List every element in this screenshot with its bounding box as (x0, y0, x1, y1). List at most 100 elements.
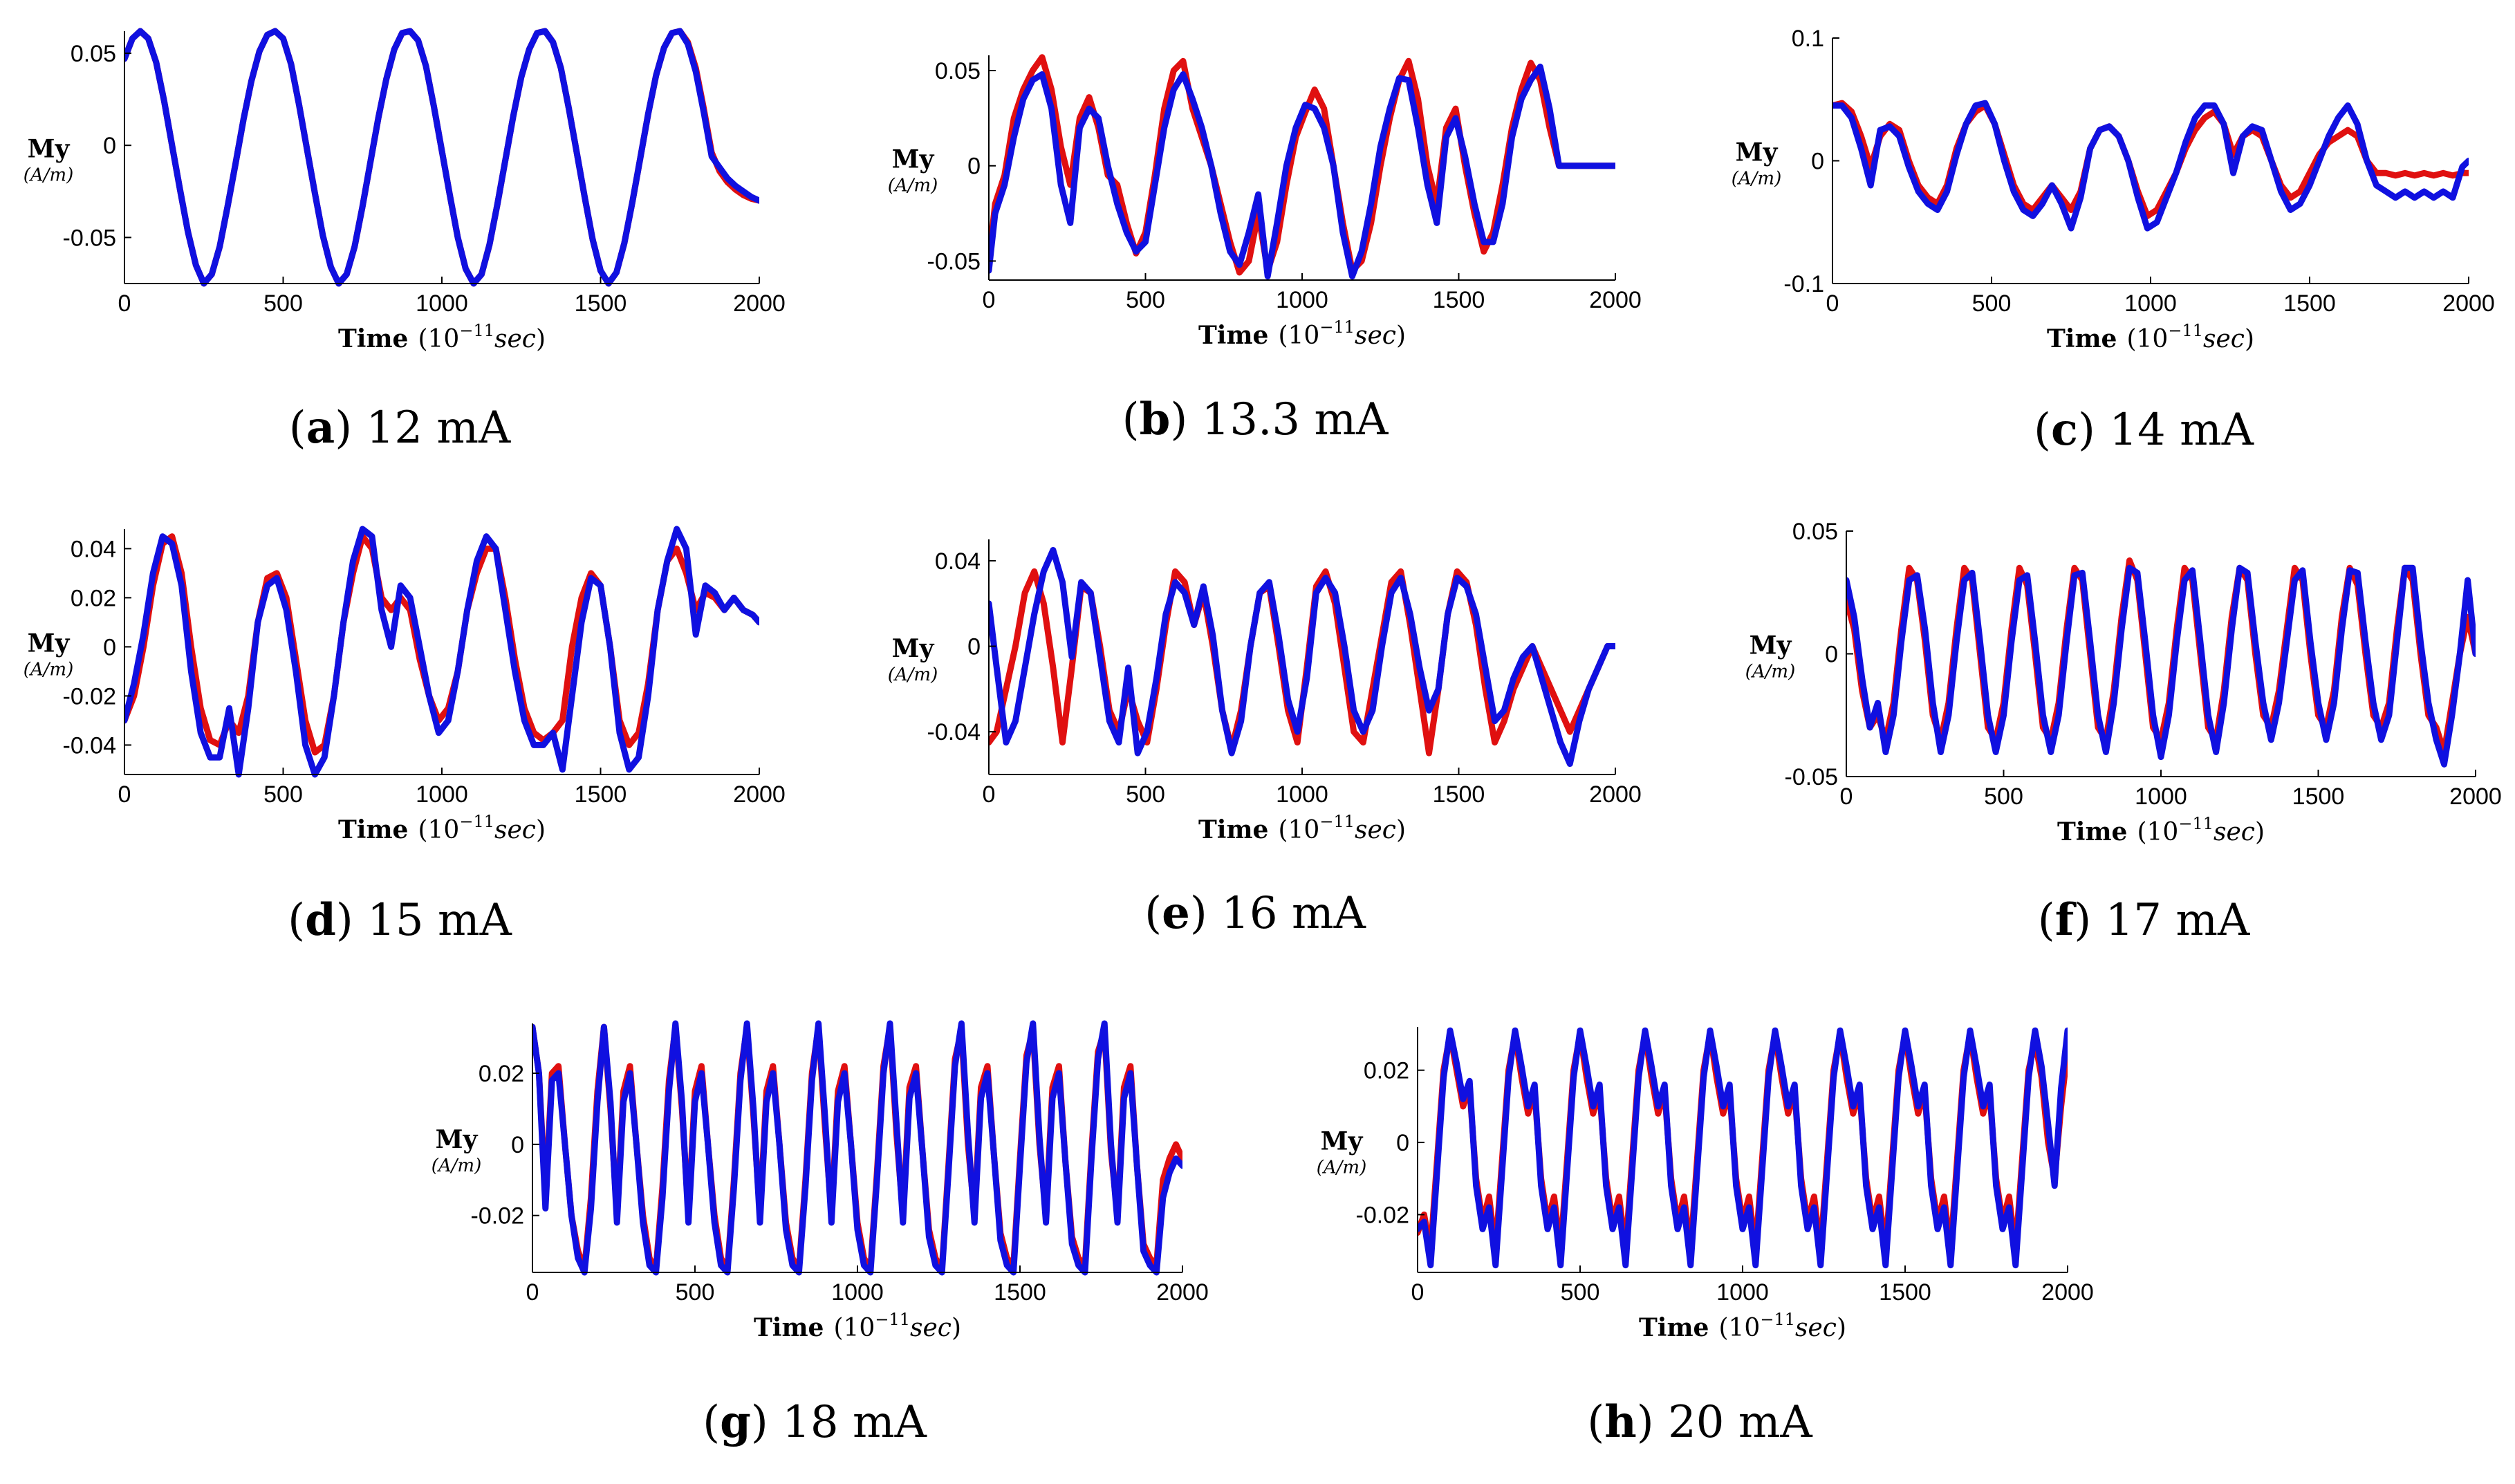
panel-d: 0 500 1000 1500 2000 -0.04 -0.02 0 0.02 0.04 My(A/… (24, 526, 786, 946)
series-line-blue (1846, 564, 2476, 768)
y-axis-label: My (28, 135, 71, 164)
x-tick-label: 0 (118, 781, 131, 808)
caption-open-paren: ( (1144, 888, 1162, 939)
x-axis-label: Time (10−11sec) (338, 812, 546, 844)
y-tick-label: 0.02 (71, 585, 116, 611)
caption-letter: b (1140, 393, 1171, 445)
y-tick-label: 0.02 (479, 1061, 524, 1087)
x-axis-unit-close: ) (1396, 816, 1406, 844)
y-axis-label: My (436, 1125, 479, 1154)
caption-text: 20 mA (1668, 1397, 1812, 1448)
y-tick-label: -0.05 (63, 225, 117, 251)
series-group (1846, 557, 2476, 768)
caption-text: 16 mA (1221, 888, 1366, 939)
series-group (989, 547, 1615, 767)
series-line-blue (1418, 1027, 2068, 1269)
x-axis-unit-var: sec (2203, 325, 2245, 353)
x-axis-unit-open: (10 (1278, 322, 1319, 350)
y-tick-label: 0.04 (71, 536, 116, 562)
y-axis-unit: (A/m) (1317, 1158, 1366, 1178)
y-axis-label: My (1321, 1127, 1364, 1156)
panel-caption: (g) 18 mA (703, 1396, 927, 1448)
x-tick-label: 2000 (1156, 1279, 1209, 1306)
x-tick-label: 500 (1972, 290, 2012, 317)
x-tick-label: 2000 (733, 290, 786, 317)
series-line-blue (989, 64, 1615, 279)
x-axis-unit-close: ) (1837, 1314, 1846, 1342)
caption-open-paren: ( (703, 1397, 720, 1448)
x-tick-label: 1000 (1276, 781, 1328, 808)
y-tick-label: 0.02 (1364, 1058, 1409, 1084)
x-tick-label: 1000 (416, 290, 468, 317)
y-tick-label: 0 (103, 133, 116, 159)
x-tick-label: 0 (1840, 783, 1853, 810)
x-axis-label-text: Time (2057, 817, 2127, 846)
x-axis-unit-var: sec (1355, 816, 1396, 844)
series-group (124, 526, 759, 778)
y-tick-label: -0.04 (927, 719, 981, 745)
x-tick-label: 2000 (1589, 781, 1642, 808)
y-tick-label: 0 (511, 1132, 524, 1158)
series-line-red (989, 54, 1615, 276)
x-tick-label: 1000 (831, 1279, 884, 1306)
x-tick-label: 1500 (2292, 783, 2345, 810)
caption-text: 18 mA (782, 1397, 927, 1448)
caption-close-paren: ) (2074, 895, 2105, 946)
x-axis-unit-close: ) (536, 325, 546, 353)
y-tick-label: 0 (967, 154, 981, 180)
panel-caption: (b) 13.3 mA (1122, 393, 1389, 445)
x-tick-label: 1500 (994, 1279, 1046, 1306)
caption-close-paren: ) (1637, 1397, 1668, 1448)
x-axis-unit-var: sec (910, 1314, 952, 1342)
y-axis-unit: (A/m) (1745, 662, 1795, 683)
y-axis-unit: (A/m) (24, 165, 73, 186)
x-axis-label-text: Time (754, 1313, 824, 1342)
y-axis-label: My (892, 634, 935, 663)
x-tick-label: 2000 (2449, 783, 2502, 810)
y-tick-label: -0.04 (63, 732, 117, 759)
x-tick-label: 500 (1126, 781, 1165, 808)
y-axis-label: My (892, 145, 935, 174)
y-axis-label: My (28, 629, 71, 658)
series-group (1418, 1027, 2068, 1269)
x-axis-unit-exponent: −11 (1319, 812, 1355, 831)
x-axis-label-text: Time (2047, 324, 2117, 353)
caption-letter: c (2051, 404, 2078, 456)
panel-a: 0 500 1000 1500 2000 -0.05 0 0.05 My(A/m) Time (10… (24, 28, 786, 454)
caption-letter: a (306, 402, 335, 454)
y-tick-label: 0.05 (935, 58, 981, 84)
x-axis-unit-exponent: −11 (459, 812, 494, 831)
y-tick-label: 0 (1825, 642, 1838, 668)
x-tick-label: 500 (263, 781, 303, 808)
x-tick-label: 1000 (2135, 783, 2187, 810)
series-line-blue (1832, 100, 2469, 232)
caption-text: 12 mA (366, 402, 511, 454)
caption-letter: d (305, 894, 336, 946)
x-tick-label: 1000 (1716, 1279, 1769, 1306)
panel-e: 0 500 1000 1500 2000 -0.04 0 0.04 My(A/m) Time (10… (888, 539, 1642, 939)
y-tick-label: -0.02 (1356, 1202, 1410, 1228)
caption-close-paren: ) (335, 402, 366, 454)
panel-c: 0 500 1000 1500 2000-0.100.1My(A/m)Time (10−1… (1732, 26, 2495, 456)
series-line-blue (124, 28, 759, 287)
x-tick-label: 0 (118, 290, 131, 317)
x-axis-label: Time (10−11sec) (1198, 812, 1406, 844)
series-group (1832, 100, 2469, 232)
x-axis-unit-open: (10 (2137, 818, 2178, 846)
x-axis-label: Time (10−11sec) (2057, 814, 2265, 846)
y-tick-label: 0.04 (935, 548, 981, 575)
series-group (124, 28, 759, 287)
x-axis-unit-open: (10 (418, 325, 459, 353)
x-tick-label: 0 (526, 1279, 539, 1306)
y-tick-label: 0.1 (1792, 26, 1824, 52)
x-axis-unit-open: (10 (833, 1314, 875, 1342)
x-tick-label: 1000 (2124, 290, 2177, 317)
panel-caption: (h) 20 mA (1587, 1396, 1812, 1448)
x-axis-label: Time (10−11sec) (1639, 1310, 1846, 1342)
x-axis-label: Time (10−11sec) (1198, 317, 1406, 350)
x-tick-label: 2000 (2041, 1279, 2094, 1306)
caption-close-paren: ) (1190, 888, 1221, 939)
caption-open-paren: ( (288, 895, 305, 946)
x-axis-label: Time (10−11sec) (338, 321, 546, 353)
y-axis-unit: (A/m) (1732, 169, 1781, 189)
